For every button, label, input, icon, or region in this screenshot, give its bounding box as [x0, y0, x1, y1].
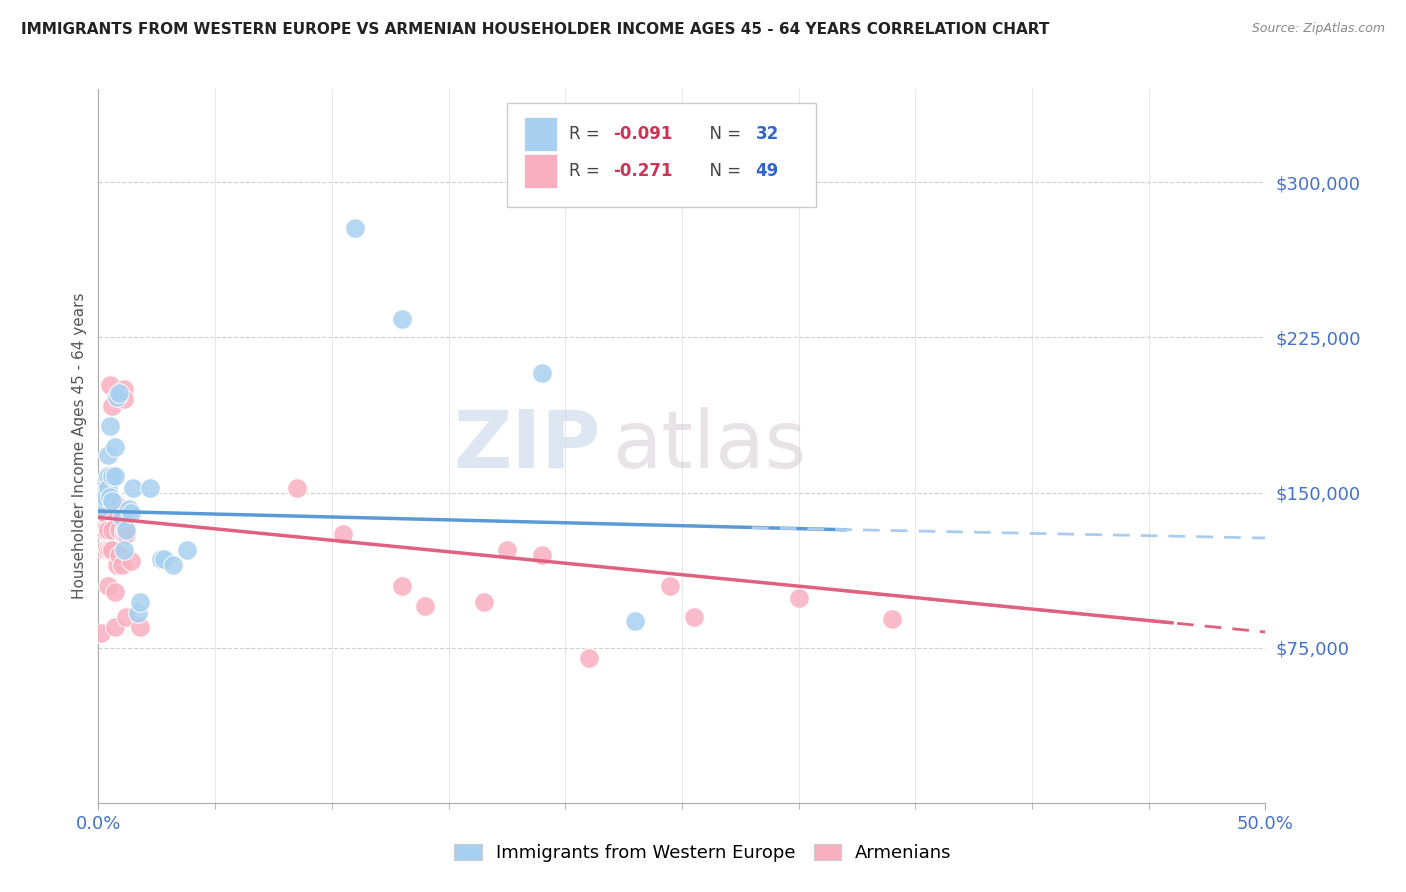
Point — [112, 382, 135, 396]
Point — [108, 386, 131, 401]
Point — [97, 496, 120, 510]
Point — [94, 543, 117, 558]
Point — [118, 502, 141, 516]
Point — [101, 523, 124, 537]
Point — [127, 606, 149, 620]
Point — [98, 378, 121, 392]
Text: IMMIGRANTS FROM WESTERN EUROPE VS ARMENIAN HOUSEHOLDER INCOME AGES 45 - 64 YEARS: IMMIGRANTS FROM WESTERN EUROPE VS ARMENI… — [21, 22, 1049, 37]
Point — [101, 502, 124, 516]
Point — [413, 599, 436, 614]
Point — [391, 311, 413, 326]
Point — [101, 399, 124, 413]
Point — [101, 543, 124, 558]
Point — [787, 591, 810, 605]
Point — [111, 558, 134, 572]
Text: -0.091: -0.091 — [613, 125, 672, 143]
Point — [94, 523, 117, 537]
Point — [104, 584, 127, 599]
Point — [112, 392, 135, 407]
Point — [105, 558, 128, 572]
Point — [495, 543, 517, 558]
Text: R =: R = — [568, 162, 605, 180]
Point — [97, 469, 120, 483]
Point — [112, 527, 135, 541]
Point — [115, 523, 138, 537]
Point — [472, 595, 495, 609]
Point — [104, 496, 127, 510]
Point — [101, 493, 124, 508]
Y-axis label: Householder Income Ages 45 - 64 years: Householder Income Ages 45 - 64 years — [72, 293, 87, 599]
Point — [97, 482, 120, 496]
Point — [391, 579, 413, 593]
Text: ZIP: ZIP — [453, 407, 600, 485]
Point — [112, 523, 135, 537]
Point — [139, 482, 162, 496]
Point — [285, 482, 308, 496]
Point — [105, 391, 128, 405]
Point — [104, 620, 127, 634]
Point — [111, 510, 134, 524]
FancyBboxPatch shape — [506, 103, 815, 207]
Point — [90, 626, 112, 640]
Point — [90, 500, 112, 514]
Point — [624, 614, 647, 628]
Text: -0.271: -0.271 — [613, 162, 672, 180]
Point — [104, 440, 127, 454]
Point — [176, 543, 198, 558]
Point — [94, 506, 117, 520]
Point — [115, 527, 138, 541]
Point — [129, 620, 152, 634]
Point — [115, 609, 138, 624]
Point — [129, 595, 152, 609]
Text: atlas: atlas — [612, 407, 806, 485]
Point — [97, 523, 120, 537]
Text: N =: N = — [699, 125, 747, 143]
Point — [108, 523, 131, 537]
Text: N =: N = — [699, 162, 747, 180]
Point — [108, 548, 131, 562]
Point — [115, 523, 138, 537]
Point — [97, 543, 120, 558]
FancyBboxPatch shape — [524, 154, 557, 188]
Point — [150, 551, 173, 566]
Point — [120, 506, 142, 520]
Point — [530, 548, 553, 562]
Point — [98, 543, 121, 558]
Point — [98, 490, 121, 504]
Point — [91, 485, 114, 500]
Text: 49: 49 — [755, 162, 779, 180]
Point — [578, 651, 600, 665]
FancyBboxPatch shape — [524, 117, 557, 152]
Point — [112, 543, 135, 558]
Point — [94, 490, 117, 504]
Point — [122, 482, 145, 496]
Point — [94, 496, 117, 510]
Point — [97, 448, 120, 462]
Point — [344, 220, 367, 235]
Point — [659, 579, 682, 593]
Text: Source: ZipAtlas.com: Source: ZipAtlas.com — [1251, 22, 1385, 36]
Point — [97, 579, 120, 593]
Point — [152, 551, 174, 566]
Point — [91, 506, 114, 520]
Point — [97, 502, 120, 516]
Point — [97, 523, 120, 537]
Point — [530, 366, 553, 380]
Point — [332, 527, 354, 541]
Point — [91, 510, 114, 524]
Point — [104, 469, 127, 483]
Text: 32: 32 — [755, 125, 779, 143]
Point — [98, 419, 121, 434]
Point — [162, 558, 184, 572]
Point — [682, 609, 704, 624]
Point — [101, 469, 124, 483]
Point — [120, 554, 142, 568]
Text: R =: R = — [568, 125, 605, 143]
Point — [880, 612, 903, 626]
Point — [98, 490, 121, 504]
Point — [90, 523, 112, 537]
Legend: Immigrants from Western Europe, Armenians: Immigrants from Western Europe, Armenian… — [447, 837, 959, 870]
Point — [94, 482, 117, 496]
